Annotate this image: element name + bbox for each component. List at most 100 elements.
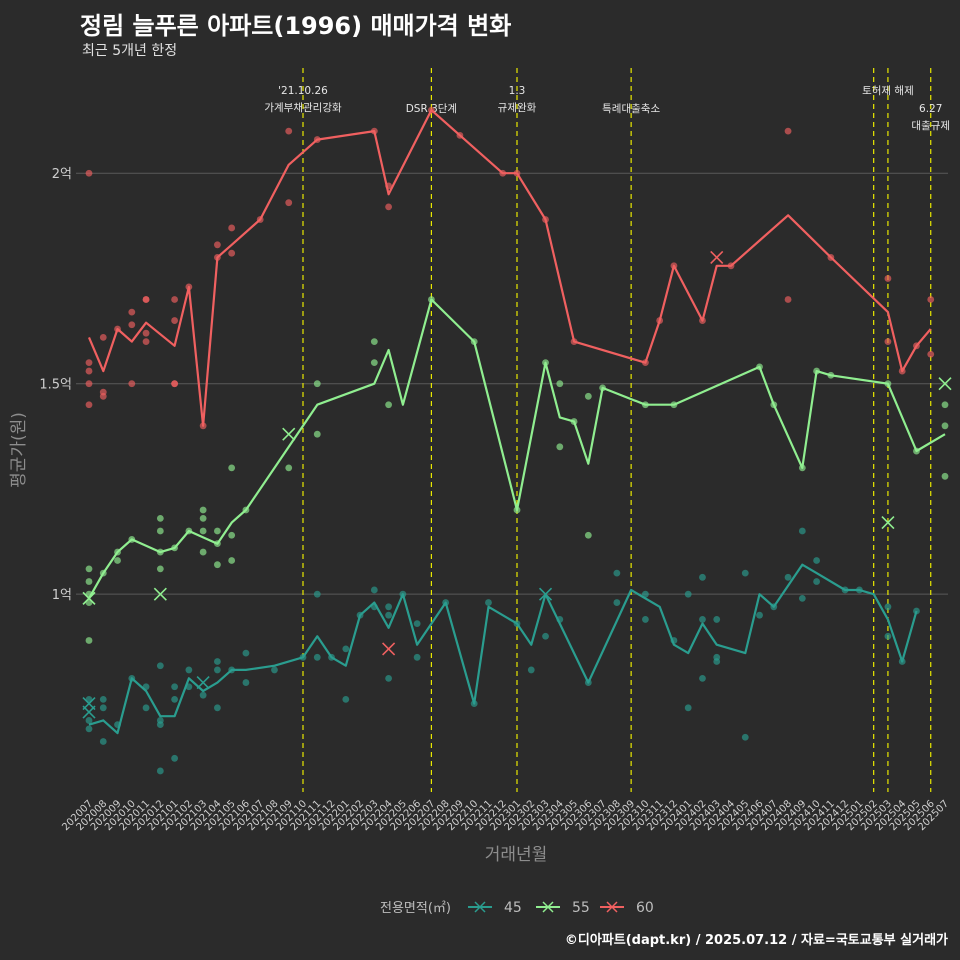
data-point-45 xyxy=(699,674,706,682)
data-point-45 xyxy=(613,599,621,606)
data-point-60 xyxy=(228,224,236,232)
data-point-55 xyxy=(584,392,592,400)
chart-title: 정림 늘푸른 아파트(1996) 매매가격 변화 xyxy=(80,12,512,40)
data-point-45 xyxy=(527,666,535,674)
data-point-55 xyxy=(556,443,564,451)
event-annotation: '21.10.26 xyxy=(278,85,328,97)
data-point-45 xyxy=(214,658,221,665)
event-annotation: 1.3 xyxy=(509,85,526,97)
data-point-60 xyxy=(85,367,93,375)
data-point-45 xyxy=(171,754,179,762)
data-point-60 xyxy=(171,296,179,303)
data-point-55 xyxy=(313,430,321,438)
data-point-45 xyxy=(85,717,93,724)
data-point-45 xyxy=(313,653,321,661)
data-point-60 xyxy=(171,380,179,388)
data-point-45 xyxy=(642,590,649,598)
series-line-45 xyxy=(88,563,918,735)
data-point-55 xyxy=(214,527,221,535)
data-point-60 xyxy=(884,275,892,282)
data-point-45 xyxy=(798,527,806,535)
data-point-45 xyxy=(741,569,749,577)
cross-marker-55 xyxy=(153,587,167,601)
data-point-45 xyxy=(156,662,164,670)
event-annotation: 규제완화 xyxy=(498,101,537,114)
data-point-55 xyxy=(228,464,236,472)
cross-marker-45 xyxy=(538,587,553,601)
data-point-55 xyxy=(156,527,164,535)
data-point-55 xyxy=(214,561,221,569)
data-point-60 xyxy=(99,392,107,400)
data-point-60 xyxy=(285,199,293,207)
data-point-55 xyxy=(556,380,564,388)
data-point-55 xyxy=(941,401,949,409)
data-point-60 xyxy=(285,127,293,135)
data-point-60 xyxy=(85,359,93,367)
cross-marker-60 xyxy=(710,250,724,264)
data-point-45 xyxy=(884,632,892,640)
event-annotation: 대출규제 xyxy=(911,120,950,132)
data-point-45 xyxy=(699,616,706,623)
data-point-45 xyxy=(542,632,549,640)
data-point-45 xyxy=(242,649,250,657)
data-point-45 xyxy=(342,645,350,653)
data-point-60 xyxy=(128,308,136,316)
event-annotation: 토허제 해제 xyxy=(862,84,914,97)
y-tick-label: 1.5억 xyxy=(39,378,72,393)
data-point-60 xyxy=(99,333,107,341)
data-point-55 xyxy=(85,637,93,644)
data-point-60 xyxy=(85,380,93,388)
data-point-55 xyxy=(941,472,949,480)
data-point-45 xyxy=(385,674,392,682)
event-annotation: 6.27 xyxy=(919,103,942,115)
data-point-45 xyxy=(99,704,107,712)
data-point-45 xyxy=(756,611,763,619)
data-point-45 xyxy=(798,594,806,602)
x-axis-label: 거래년월 xyxy=(485,845,548,865)
data-point-55 xyxy=(85,565,93,573)
data-point-55 xyxy=(584,531,592,539)
legend-item-55: 55 xyxy=(536,900,590,916)
legend-item-60: 60 xyxy=(600,900,654,916)
data-point-60 xyxy=(85,169,93,177)
data-point-45 xyxy=(342,695,350,703)
data-point-45 xyxy=(741,733,749,741)
credit-text: ©디아파트(dapt.kr) / 2025.07.12 / 자료=국토교통부 실… xyxy=(564,933,948,948)
data-point-45 xyxy=(699,573,706,581)
data-point-45 xyxy=(684,590,692,598)
data-point-45 xyxy=(813,557,820,564)
data-point-45 xyxy=(214,704,221,712)
series-line-60 xyxy=(87,109,932,427)
data-point-55 xyxy=(114,557,121,564)
data-point-45 xyxy=(142,704,150,712)
chart-subtitle: 최근 5개년 한정 xyxy=(82,43,178,59)
y-tick-label: 2억 xyxy=(52,167,72,182)
data-point-45 xyxy=(684,704,692,712)
data-point-60 xyxy=(142,329,150,337)
data-point-45 xyxy=(413,653,421,661)
cross-marker-45 xyxy=(82,705,96,719)
data-point-45 xyxy=(199,691,207,699)
data-point-45 xyxy=(171,695,179,703)
legend-label: 45 xyxy=(504,900,522,916)
data-point-45 xyxy=(242,679,250,686)
data-point-60 xyxy=(171,317,179,324)
data-point-55 xyxy=(313,380,321,388)
data-point-45 xyxy=(713,616,721,623)
data-point-55 xyxy=(199,514,207,522)
data-point-45 xyxy=(642,616,649,623)
event-annotation: 특례대출축소 xyxy=(602,103,660,115)
data-point-55 xyxy=(199,506,207,514)
data-point-60 xyxy=(214,241,221,249)
data-point-45 xyxy=(271,666,278,674)
data-point-45 xyxy=(884,603,892,611)
data-point-45 xyxy=(313,590,321,598)
data-point-60 xyxy=(128,380,136,388)
data-point-45 xyxy=(156,721,164,729)
data-point-45 xyxy=(485,599,492,606)
data-point-60 xyxy=(142,338,150,346)
data-point-45 xyxy=(171,683,179,691)
data-point-60 xyxy=(228,249,236,257)
event-annotation: 가계부채관리강화 xyxy=(264,102,342,114)
